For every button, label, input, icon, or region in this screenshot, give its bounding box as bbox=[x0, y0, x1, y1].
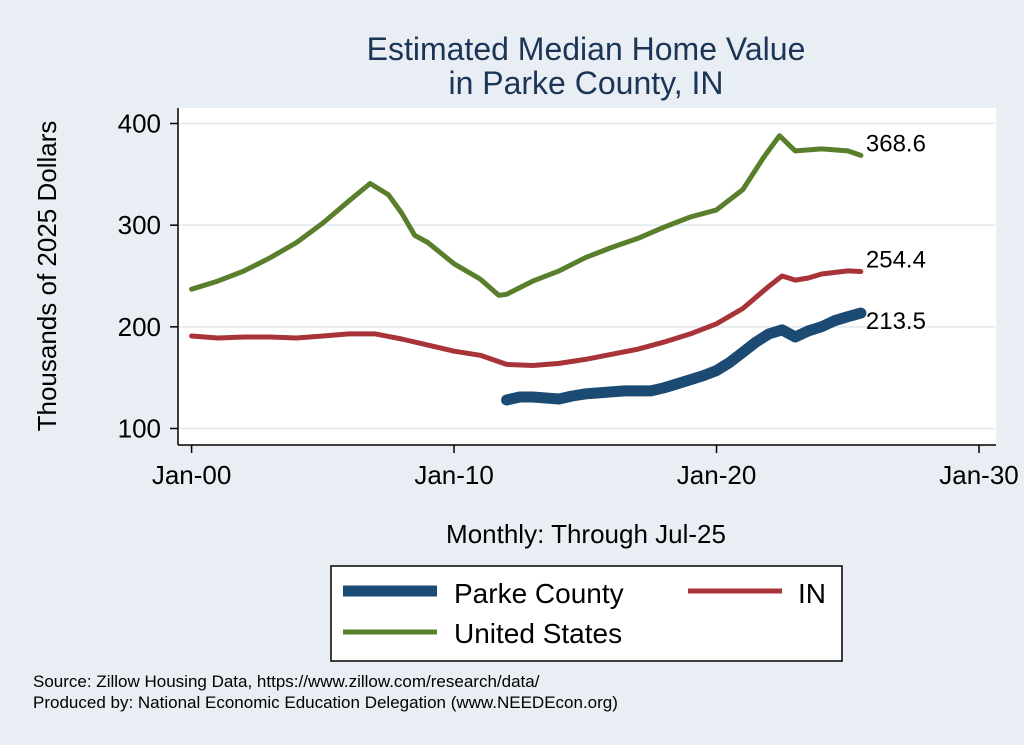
legend-box bbox=[330, 565, 843, 662]
producer-note: Produced by: National Economic Education… bbox=[33, 693, 618, 712]
series-line-parke-county bbox=[501, 307, 867, 406]
end-label-parke-county: 213.5 bbox=[866, 308, 926, 335]
legend-label-in: IN bbox=[798, 578, 826, 609]
chart-title-line1: Estimated Median Home Value bbox=[367, 31, 806, 67]
series-line-in bbox=[189, 268, 864, 368]
x-axis-title: Monthly: Through Jul-25 bbox=[446, 519, 726, 549]
y-tick-label: 100 bbox=[118, 414, 161, 444]
x-tick-label: Jan-20 bbox=[677, 460, 757, 490]
y-tick-label: 400 bbox=[118, 109, 161, 139]
y-tick-label: 200 bbox=[118, 312, 161, 342]
x-tick-label: Jan-10 bbox=[414, 460, 494, 490]
legend-label-united-states: United States bbox=[454, 618, 622, 649]
y-tick-label: 300 bbox=[118, 210, 161, 240]
legend-label-parke-county: Parke County bbox=[454, 578, 624, 609]
end-label-in: 254.4 bbox=[866, 247, 926, 274]
series-line-united-states bbox=[189, 133, 864, 298]
chart-title-line2: in Parke County, IN bbox=[448, 65, 723, 101]
x-tick-label: Jan-00 bbox=[152, 460, 232, 490]
x-tick-label: Jan-30 bbox=[939, 460, 1019, 490]
y-axis-title: Thousands of 2025 Dollars bbox=[32, 121, 62, 432]
source-note: Source: Zillow Housing Data, https://www… bbox=[33, 672, 540, 691]
end-label-united-states: 368.6 bbox=[866, 130, 926, 157]
